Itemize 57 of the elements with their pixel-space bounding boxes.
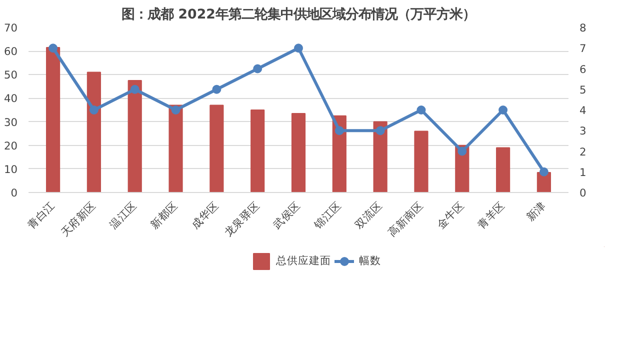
bar [86, 72, 101, 192]
x-tick-label: 新津 [524, 198, 549, 224]
x-tick-label: 天府新区 [58, 198, 99, 240]
x-tick-label: 高新南区 [386, 198, 426, 240]
y2-tick-label: 3 [580, 124, 586, 138]
x-tick-label: 龙泉驿区 [222, 198, 262, 240]
point [416, 106, 426, 114]
chart-title: 图：成都 2022年第二轮集中供地区域分布情况（万平方米） [122, 6, 476, 22]
y-tick-label: 70 [4, 22, 18, 34]
bar [414, 130, 428, 192]
point [294, 44, 303, 53]
x-tick-label: 锦江区 [310, 198, 344, 232]
x-tick-label: 新都区 [148, 198, 180, 232]
x-tick-label: 武侯区 [270, 198, 304, 232]
point [130, 84, 140, 94]
bar [46, 47, 60, 192]
y2-tick-label: 4 [580, 104, 586, 117]
y2-tick-label: 5 [580, 83, 586, 96]
bar [128, 80, 142, 192]
x-tick-label: 双流区 [352, 198, 385, 232]
point [48, 44, 58, 53]
x-tick-label: 温江区 [106, 198, 140, 232]
point [498, 106, 508, 114]
point [253, 64, 262, 74]
x-tick-label: 青白江 [25, 198, 58, 232]
bar [168, 104, 183, 192]
x-tick-label: 金牛区 [434, 198, 467, 232]
y2-tick-label: 8 [580, 22, 586, 34]
point [212, 84, 222, 94]
point [376, 126, 385, 136]
y-tick-label: 30 [4, 116, 18, 129]
y-tick-label: 60 [4, 45, 18, 58]
point [458, 146, 467, 156]
y-tick-label: 0 [10, 186, 18, 200]
legend-label: 幅数 [359, 254, 381, 268]
bar [496, 147, 510, 192]
point [89, 106, 98, 114]
bar [250, 110, 265, 192]
bar [332, 115, 346, 192]
y2-tick-label: 1 [580, 166, 586, 179]
x-tick-label: 成华区 [188, 198, 222, 232]
legend-label: 总供应建面 [276, 254, 331, 268]
y-tick-label: 10 [4, 162, 18, 176]
y2-tick-label: 7 [580, 42, 586, 56]
bar [373, 121, 388, 192]
point [539, 167, 548, 176]
point [171, 106, 180, 114]
y2-tick-label: 2 [580, 145, 586, 158]
y-tick-label: 40 [4, 92, 18, 106]
y2-tick-label: 0 [580, 186, 586, 200]
y-tick-label: 50 [4, 68, 18, 82]
point [334, 126, 344, 136]
x-tick-label: 青羊区 [475, 198, 508, 232]
y-tick-label: 20 [4, 139, 18, 152]
bar [210, 104, 224, 192]
bar [291, 113, 306, 192]
y2-tick-label: 6 [580, 62, 586, 76]
